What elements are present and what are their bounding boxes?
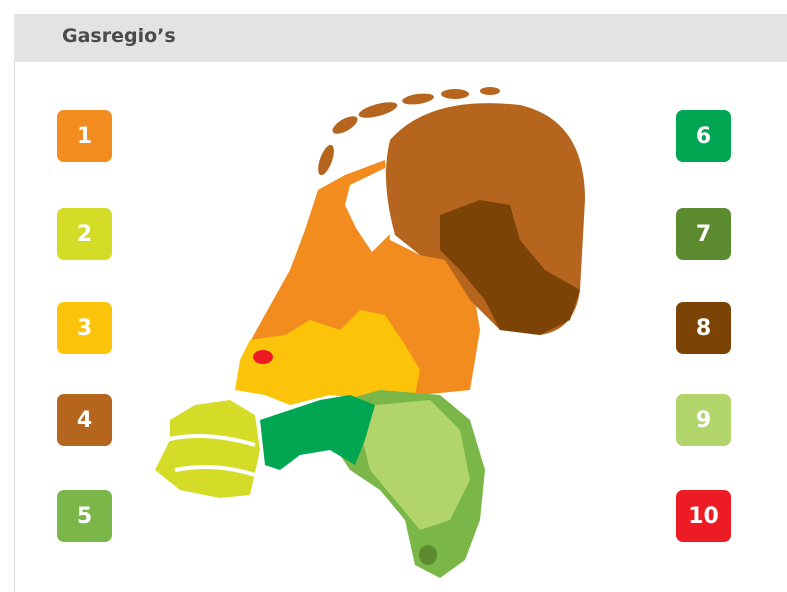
lake xyxy=(345,168,392,252)
legend-badge: 10 xyxy=(676,490,731,542)
estuary xyxy=(164,434,256,477)
island xyxy=(332,116,358,134)
island xyxy=(480,87,500,95)
region xyxy=(440,200,580,335)
legend-badge: 8 xyxy=(676,302,731,354)
legend-badge: 3 xyxy=(57,302,112,354)
region xyxy=(155,400,260,498)
region xyxy=(235,310,420,405)
island xyxy=(402,93,434,105)
legend-badge: 6 xyxy=(676,110,731,162)
region xyxy=(419,545,437,565)
legend-badge: 7 xyxy=(676,208,731,260)
legend-badge: 4 xyxy=(57,394,112,446)
header: Gasregio’s xyxy=(14,14,787,62)
region xyxy=(260,395,375,470)
region xyxy=(253,350,273,364)
island xyxy=(318,144,334,176)
legend-badge: 5 xyxy=(57,490,112,542)
island xyxy=(441,89,469,99)
region xyxy=(360,400,470,530)
legend-badge: 1 xyxy=(57,110,112,162)
frame xyxy=(14,14,787,592)
island xyxy=(358,102,398,118)
legend-badge: 9 xyxy=(676,394,731,446)
legend-badge: 2 xyxy=(57,208,112,260)
title: Gasregio’s xyxy=(62,25,176,47)
